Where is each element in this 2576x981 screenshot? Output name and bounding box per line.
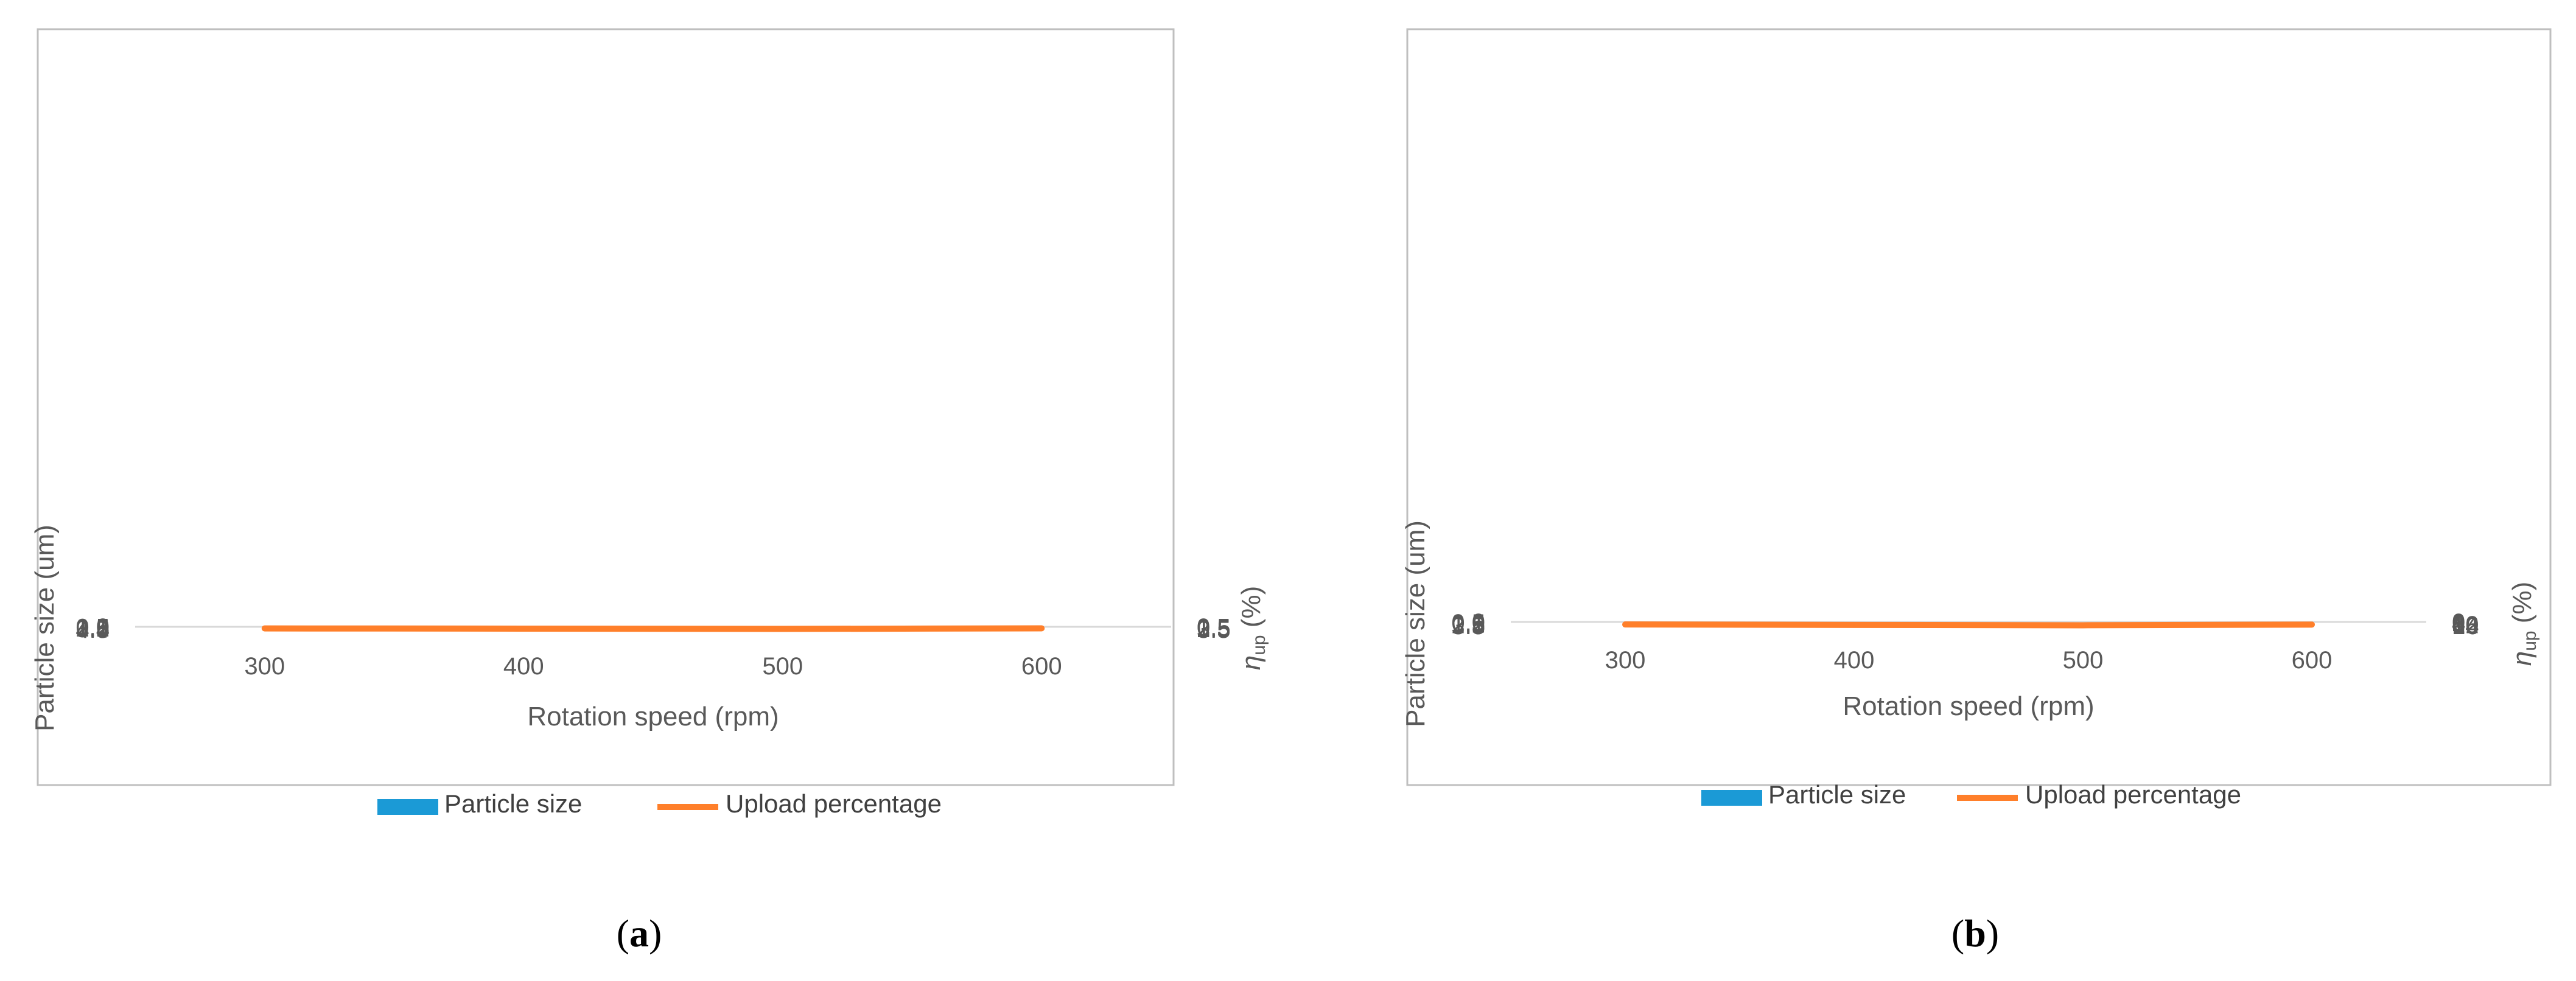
- y2-axis-title: ηup (%): [1236, 586, 1269, 670]
- y2-tick-label: 1.5: [1197, 615, 1231, 642]
- y2-tick-label: 12: [2452, 612, 2479, 639]
- y-tick-label: 4.5: [75, 616, 110, 643]
- line-point-upload-percentage: [264, 627, 265, 629]
- y-tick-label: 1: [96, 615, 110, 641]
- y2-tick-label: 0: [1197, 614, 1210, 641]
- panel-caption-open: (: [1951, 912, 1964, 955]
- y2-tick-label: 10: [2452, 612, 2479, 638]
- y-tick-label: 1.5: [1451, 611, 1485, 638]
- legend-swatch-particle-size: [377, 799, 438, 815]
- line-point-upload-percentage: [2082, 624, 2084, 626]
- x-tick-label: 600: [1021, 653, 1062, 680]
- y2-axis-unit: (%): [1236, 586, 1266, 635]
- y2-axis-unit: (%): [2507, 582, 2537, 631]
- y2-axis-title: ηup (%): [2507, 582, 2540, 666]
- x-tick-label: 500: [762, 653, 803, 680]
- line-point-upload-percentage: [1041, 627, 1043, 629]
- x-tick-label: 300: [1605, 647, 1646, 674]
- line-point-upload-percentage: [523, 627, 525, 629]
- line-point-upload-percentage: [782, 628, 783, 630]
- y-tick-label: 2: [96, 615, 110, 642]
- legend-swatch-particle-size: [1701, 790, 1762, 806]
- y-axis-title: Particle size (um): [30, 525, 60, 731]
- y-tick-label: 0: [96, 614, 110, 641]
- chart-frame: [37, 28, 1175, 786]
- y2-axis-symbol: η: [2507, 651, 2537, 666]
- line-upload-percentage: [1622, 621, 2315, 629]
- y-tick-label: 2.5: [1451, 612, 1485, 638]
- y-tick-label: 3.5: [1451, 613, 1485, 640]
- legend-label-upload-percentage: Upload percentage: [726, 789, 942, 818]
- y2-tick-label: 4: [2452, 610, 2465, 637]
- y-tick-label: 3: [96, 616, 110, 643]
- y2-tick-label: 2: [1197, 615, 1210, 642]
- y2-axis-subscript: up: [1249, 635, 1269, 655]
- panel-caption-close: ): [1986, 912, 1999, 955]
- y2-tick-label: 14: [2452, 612, 2479, 639]
- y2-tick-label: 3.5: [1197, 616, 1231, 643]
- x-tick-label: 400: [1834, 647, 1875, 674]
- x-axis-title: Rotation speed (rpm): [527, 702, 779, 731]
- legend-label-upload-percentage: Upload percentage: [2025, 780, 2241, 809]
- y2-tick-label: 0.5: [1197, 615, 1231, 641]
- y-tick-label: 4: [96, 616, 110, 643]
- y2-tick-label: 2.5: [1197, 616, 1231, 643]
- y2-tick-label: 6: [2452, 610, 2465, 637]
- panel-caption: (b): [1951, 912, 1999, 955]
- y2-tick-label: 1: [1197, 615, 1210, 641]
- y-tick-label: 2: [1472, 611, 1485, 638]
- y-tick-label: 3.5: [75, 616, 110, 643]
- panel-caption-close: ): [649, 912, 662, 955]
- chart-frame: [1406, 28, 2552, 786]
- line-point-upload-percentage: [1853, 624, 1855, 626]
- y2-tick-label: 8: [2452, 611, 2465, 638]
- x-tick-label: 600: [2292, 647, 2333, 674]
- panel-caption-letter: b: [1964, 912, 1986, 955]
- x-tick-label: 500: [2063, 647, 2104, 674]
- panel-caption: (a): [617, 912, 662, 955]
- y2-axis-subscript: up: [2520, 630, 2540, 651]
- y-tick-label: 0.5: [1451, 610, 1485, 637]
- y2-axis-symbol: η: [1236, 655, 1266, 670]
- x-tick-label: 300: [244, 653, 285, 680]
- panel-caption-letter: a: [629, 912, 649, 955]
- y2-tick-label: 0: [2452, 609, 2465, 636]
- line-point-upload-percentage: [1625, 624, 1626, 626]
- y2-tick-label: 3: [1197, 616, 1210, 643]
- panel-caption-open: (: [617, 912, 629, 955]
- legend-label-particle-size: Particle size: [1768, 780, 1906, 809]
- y-tick-label: 0.5: [75, 614, 110, 641]
- y-tick-label: 2.5: [75, 615, 110, 642]
- legend-label-particle-size: Particle size: [444, 789, 582, 818]
- y2-tick-label: 2: [2452, 610, 2465, 637]
- y-tick-label: 3: [1472, 612, 1485, 639]
- y-axis-title: Particle size (um): [1401, 520, 1430, 727]
- y-tick-label: 1.5: [75, 615, 110, 641]
- x-tick-label: 400: [503, 653, 544, 680]
- y-tick-label: 1: [1472, 610, 1485, 637]
- line-point-upload-percentage: [2311, 624, 2312, 626]
- y-tick-label: 0: [1472, 609, 1485, 636]
- y2-tick-label: 16: [2452, 613, 2479, 640]
- x-axis-title: Rotation speed (rpm): [1843, 691, 2094, 721]
